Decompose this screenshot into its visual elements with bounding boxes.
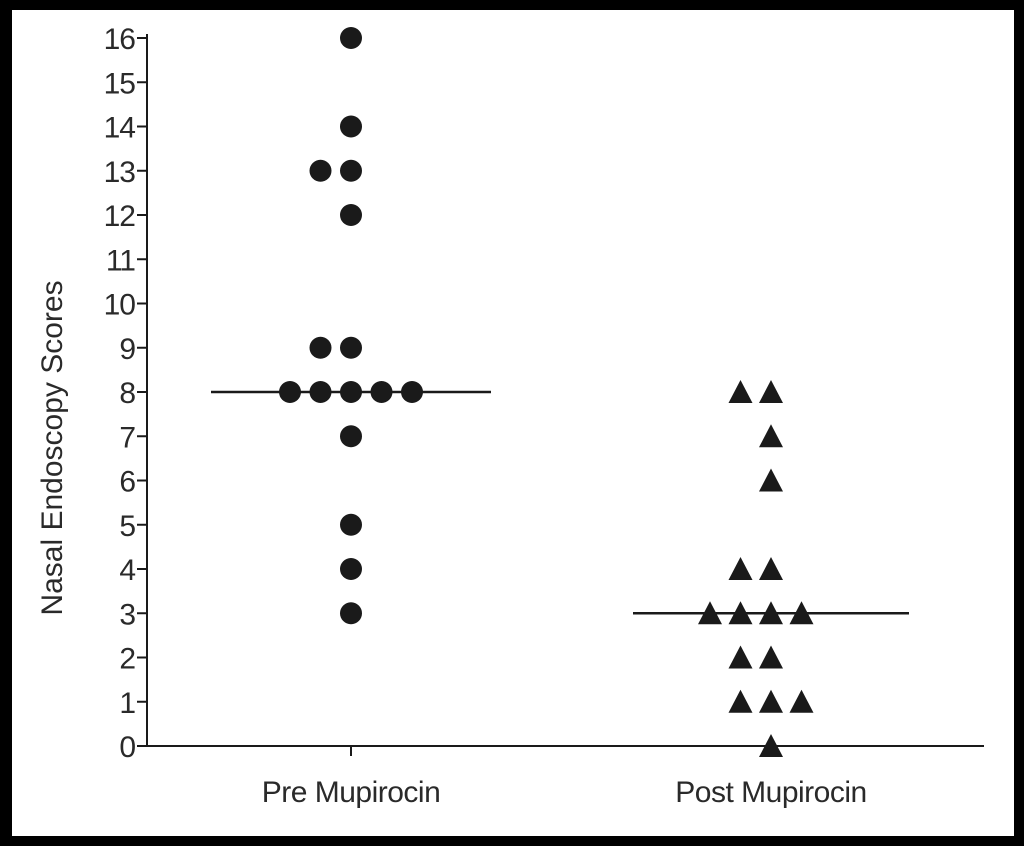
pre-mupirocin-point xyxy=(310,337,332,359)
pre-mupirocin-point xyxy=(340,116,362,138)
post-mupirocin-point xyxy=(729,690,753,713)
data-points xyxy=(279,27,814,757)
y-tick-label: 9 xyxy=(119,333,135,366)
post-mupirocin-point xyxy=(790,690,814,713)
pre-mupirocin-point xyxy=(401,381,423,403)
pre-mupirocin-point xyxy=(371,381,393,403)
y-tick-label: 3 xyxy=(119,598,135,631)
y-tick-label: 8 xyxy=(119,377,135,410)
axes xyxy=(147,34,984,746)
pre-mupirocin-point xyxy=(340,558,362,580)
y-tick-label: 12 xyxy=(104,200,136,233)
post-mupirocin-point xyxy=(759,690,783,713)
y-tick-label: 6 xyxy=(119,466,135,499)
pre-mupirocin-point xyxy=(340,337,362,359)
y-tick-label: 5 xyxy=(119,510,135,543)
x-category-label: Pre Mupirocin xyxy=(262,776,441,809)
y-tick-label: 2 xyxy=(119,643,135,676)
pre-mupirocin-point xyxy=(340,160,362,182)
post-mupirocin-point xyxy=(759,424,783,447)
post-mupirocin-point xyxy=(729,646,753,669)
pre-mupirocin-point xyxy=(310,381,332,403)
y-tick-label: 1 xyxy=(119,687,135,720)
post-mupirocin-point xyxy=(729,557,753,580)
y-axis-title: Nasal Endoscopy Scores xyxy=(36,280,69,615)
pre-mupirocin-point xyxy=(340,514,362,536)
y-tick-label: 7 xyxy=(119,421,135,454)
pre-mupirocin-point xyxy=(340,425,362,447)
pre-mupirocin-point xyxy=(340,27,362,49)
post-mupirocin-point xyxy=(729,380,753,403)
post-mupirocin-point xyxy=(759,469,783,492)
post-mupirocin-point xyxy=(759,557,783,580)
y-tick-label: 13 xyxy=(104,156,136,189)
y-tick-label: 0 xyxy=(119,731,135,764)
y-tick-label: 4 xyxy=(119,554,135,587)
pre-mupirocin-point xyxy=(340,602,362,624)
y-tick-label: 10 xyxy=(104,289,136,322)
pre-mupirocin-point xyxy=(310,160,332,182)
y-tick-label: 16 xyxy=(104,23,136,56)
x-category-label: Post Mupirocin xyxy=(675,776,866,809)
y-tick-label: 14 xyxy=(104,112,136,145)
y-tick-label: 11 xyxy=(106,244,135,277)
post-mupirocin-point xyxy=(759,646,783,669)
post-mupirocin-point xyxy=(759,380,783,403)
pre-mupirocin-point xyxy=(340,204,362,226)
median-lines xyxy=(211,392,909,613)
pre-mupirocin-point xyxy=(340,381,362,403)
y-tick-label: 15 xyxy=(104,67,136,100)
pre-mupirocin-point xyxy=(279,381,301,403)
chart-frame: 0 1 2 3 4 5 6 7 8 9 10 11 12 13 14 15 16 Pre Mupirocin Po… xyxy=(12,10,1014,836)
